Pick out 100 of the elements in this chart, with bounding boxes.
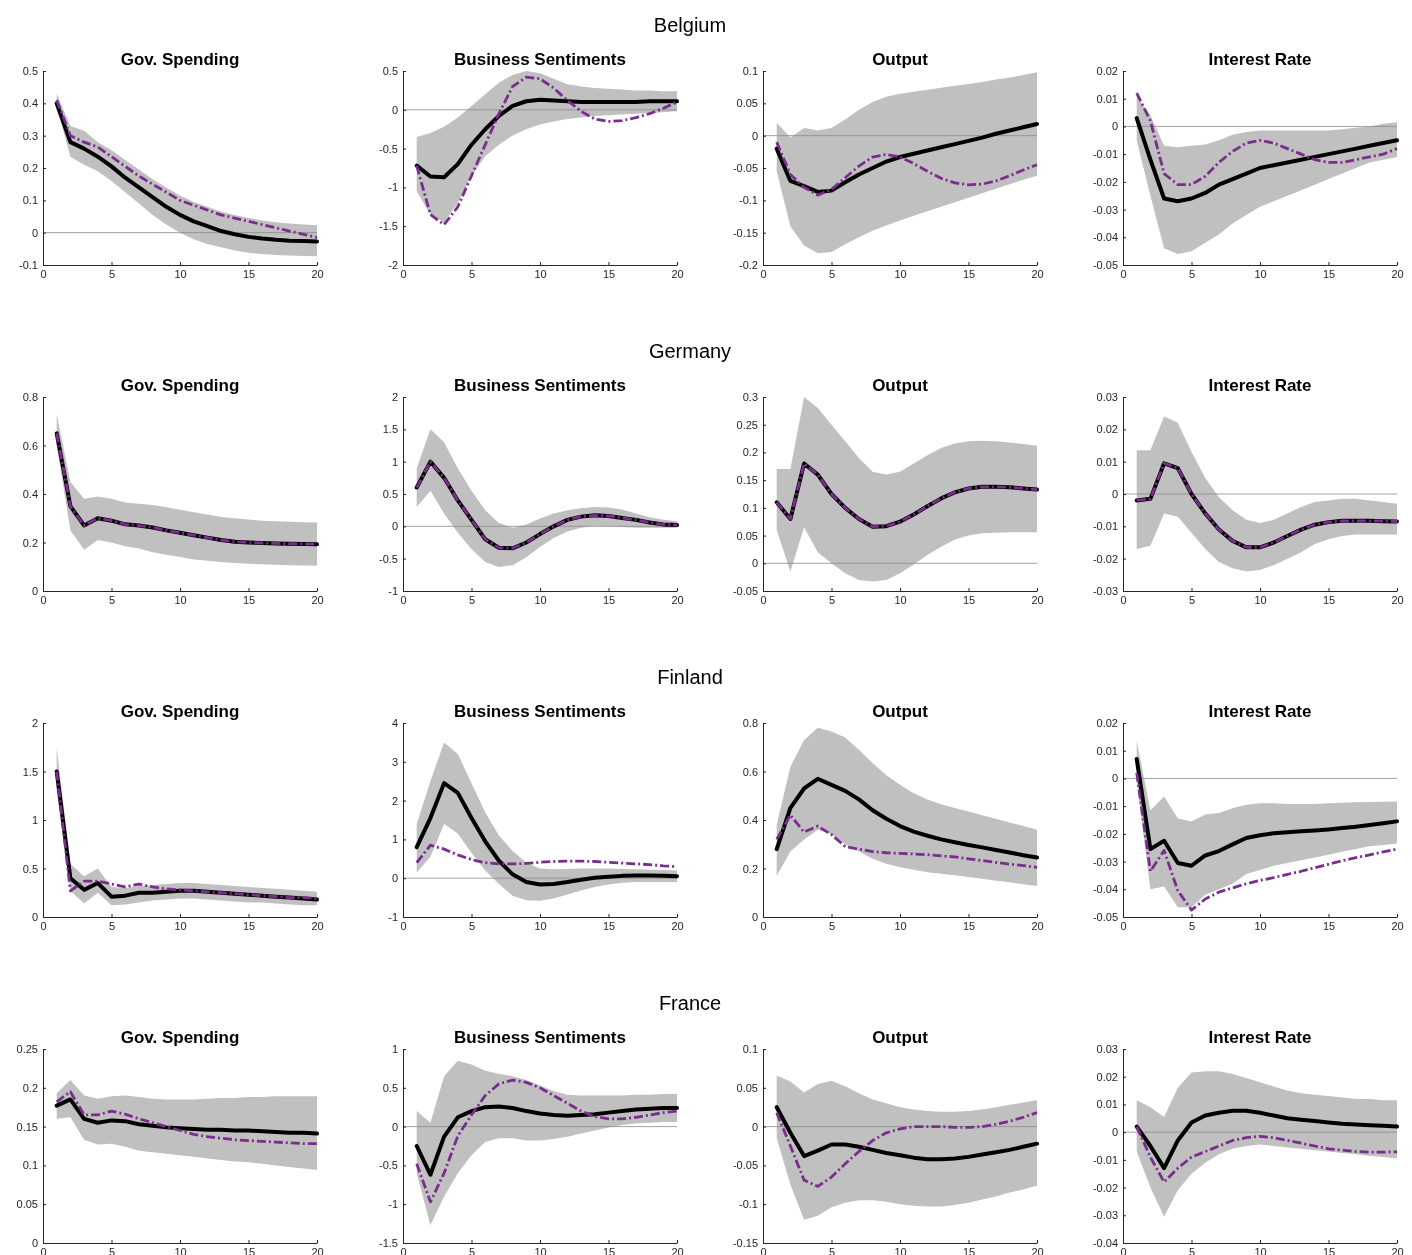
y-tick-label: 0.2 [742, 446, 758, 459]
chart-subtitle: Belgium [653, 14, 727, 36]
chart-title: Output [872, 702, 929, 721]
y-tick-label: 0.05 [736, 1081, 758, 1094]
x-tick-label: 10 [894, 267, 907, 280]
y-tick-label: 0 [391, 520, 398, 533]
x-tick-label: 10 [894, 593, 907, 606]
x-tick-label: 20 [1031, 1245, 1044, 1255]
y-tick-label: 0.8 [22, 391, 38, 404]
chart-subtitle: Finland [657, 666, 723, 688]
y-tick-label: 0.1 [22, 1159, 38, 1172]
x-tick-label: 10 [894, 1245, 907, 1255]
x-tick-label: 20 [311, 1245, 324, 1255]
y-tick-label: 0.2 [22, 162, 38, 175]
y-tick-label: -0.02 [1092, 827, 1118, 840]
x-tick-label: 5 [108, 267, 116, 280]
y-tick-label: 0.1 [22, 194, 38, 207]
x-tick-label: 5 [828, 919, 836, 932]
y-tick-label: -1 [388, 1198, 398, 1211]
x-tick-label: 20 [1391, 593, 1404, 606]
x-tick-label: 0 [1120, 593, 1127, 606]
y-tick-label: -0.05 [1092, 259, 1118, 272]
x-tick-label: 0 [400, 593, 407, 606]
x-tick-label: 10 [1254, 1245, 1267, 1255]
y-tick-label: 0 [751, 557, 758, 570]
y-tick-label: 0.15 [16, 1120, 38, 1133]
x-tick-label: 5 [1188, 919, 1196, 932]
y-tick-label: 0 [751, 911, 758, 924]
y-tick-label: 0.02 [1096, 423, 1118, 436]
y-tick-label: 0.03 [1096, 1043, 1118, 1056]
x-tick-label: 20 [1391, 1245, 1404, 1255]
y-tick-label: 1 [391, 455, 398, 468]
x-tick-label: 10 [894, 919, 907, 932]
x-tick-label: 5 [108, 1245, 116, 1255]
x-tick-label: 5 [108, 593, 116, 606]
x-tick-label: 0 [400, 919, 407, 932]
x-tick-label: 15 [962, 1245, 976, 1255]
y-tick-label: 1 [391, 1043, 398, 1056]
y-tick-label: -0.03 [1092, 203, 1118, 216]
y-tick-label: 3 [391, 755, 398, 768]
chart-subtitle: Germany [648, 340, 732, 362]
x-tick-label: 20 [671, 919, 684, 932]
y-tick-label: -0.15 [732, 1237, 758, 1250]
y-tick-label: 0.6 [22, 439, 38, 452]
x-tick-label: 20 [1031, 919, 1044, 932]
y-tick-label: -1.5 [379, 1237, 398, 1250]
x-tick-label: 10 [174, 1245, 187, 1255]
y-tick-label: 0 [391, 103, 398, 116]
y-tick-label: 0.5 [382, 488, 398, 501]
y-tick-label: 2 [391, 391, 398, 404]
y-tick-label: 0.01 [1096, 1098, 1118, 1111]
y-tick-label: 0.1 [742, 65, 758, 78]
y-tick-label: 0 [751, 1120, 758, 1133]
y-tick-label: -0.02 [1092, 1181, 1118, 1194]
x-tick-label: 20 [671, 1245, 684, 1255]
y-tick-label: -0.05 [1092, 911, 1118, 924]
y-tick-label: -0.01 [1092, 800, 1118, 813]
y-tick-label: 0.01 [1096, 744, 1118, 757]
chart-title: Interest Rate [1208, 376, 1312, 395]
y-tick-label: 0.5 [22, 862, 38, 875]
y-tick-label: 0.1 [742, 1043, 758, 1056]
y-tick-label: 0.2 [22, 536, 38, 549]
y-tick-label: 0 [1111, 772, 1118, 785]
y-tick-label: -2 [388, 259, 398, 272]
x-tick-label: 20 [1031, 267, 1044, 280]
y-tick-label: 0.05 [16, 1198, 38, 1211]
y-tick-label: -1 [388, 585, 398, 598]
x-tick-label: 20 [671, 593, 684, 606]
x-tick-label: 20 [311, 593, 324, 606]
y-tick-label: 0.25 [16, 1043, 38, 1056]
x-tick-label: 15 [242, 267, 256, 280]
x-tick-label: 0 [400, 267, 407, 280]
x-tick-label: 15 [242, 1245, 256, 1255]
x-tick-label: 10 [534, 919, 547, 932]
y-tick-label: -0.03 [1092, 855, 1118, 868]
x-tick-label: 10 [534, 1245, 547, 1255]
y-tick-label: 0 [751, 129, 758, 142]
chart-title: Gov. Spending [120, 702, 240, 721]
y-tick-label: 0.4 [22, 97, 38, 110]
x-tick-label: 0 [1120, 267, 1127, 280]
x-tick-label: 5 [1188, 267, 1196, 280]
y-tick-label: 0 [1111, 488, 1118, 501]
y-tick-label: -0.2 [739, 259, 758, 272]
chart-title: Business Sentiments [454, 376, 626, 395]
y-tick-label: -0.02 [1092, 175, 1118, 188]
x-tick-label: 5 [828, 1245, 836, 1255]
chart-title: Business Sentiments [454, 702, 626, 721]
y-tick-label: 0.05 [736, 97, 758, 110]
chart-title: Gov. Spending [120, 376, 240, 395]
y-tick-label: 1.5 [22, 765, 38, 778]
x-tick-label: 15 [602, 593, 616, 606]
x-tick-label: 5 [1188, 593, 1196, 606]
x-tick-label: 15 [242, 919, 256, 932]
x-tick-label: 5 [828, 593, 836, 606]
x-tick-label: 0 [40, 593, 47, 606]
y-tick-label: -0.1 [19, 259, 38, 272]
y-tick-label: 0.8 [742, 717, 758, 730]
y-tick-label: -0.04 [1092, 883, 1118, 896]
x-tick-label: 0 [40, 919, 47, 932]
x-tick-label: 5 [828, 267, 836, 280]
